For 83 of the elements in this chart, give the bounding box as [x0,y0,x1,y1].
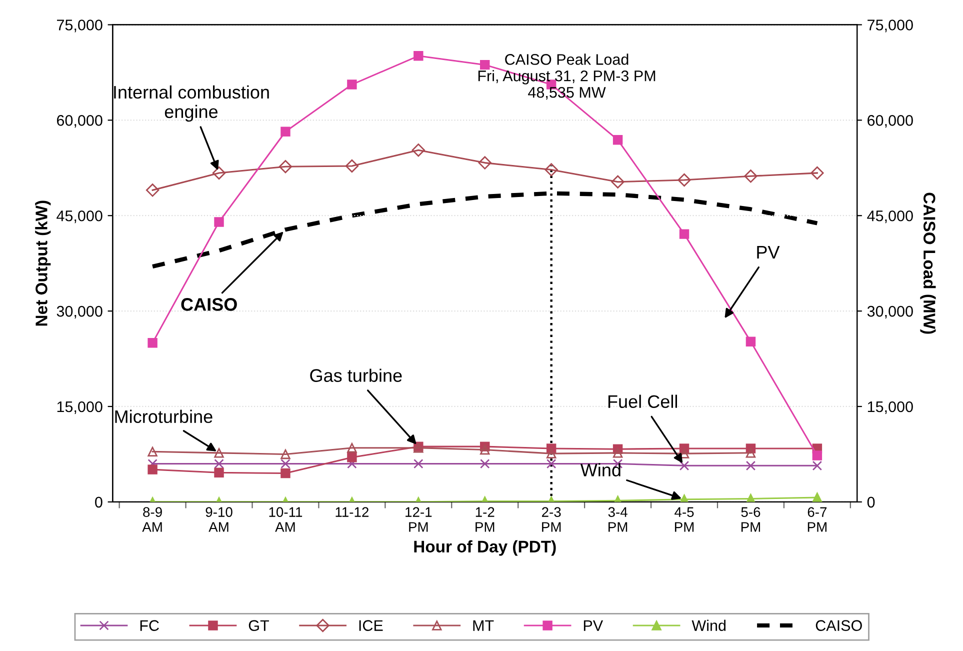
point [214,458,224,469]
y-tick-label: 15,000 [57,401,102,414]
point [746,460,756,471]
point [347,80,357,90]
point [412,143,425,157]
point [612,135,623,145]
y2-tick-label: 15,000 [868,401,913,414]
legend-label: ICE [359,620,383,631]
point [679,229,690,239]
point [678,173,691,187]
point [148,446,158,457]
annotation: CAISO [181,298,237,311]
y2-axis-title: CAISO Load (MW) [920,192,936,334]
y2-tick-label: 0 [867,496,875,508]
point [812,492,822,502]
point [612,448,623,458]
x-tick-label: 3-4 PM [608,507,628,532]
legend-label: Wind [692,620,726,631]
legend-label: GT [248,620,269,631]
y2-tick-label: 60,000 [868,115,913,128]
x-tick-label: 11-12 [336,507,368,517]
x-tick-label: 10-11 AM [269,507,302,532]
x-axis-title: Hour of Day (PDT) [414,540,556,556]
annotation: PV [757,246,780,258]
x-tick-label: 6-7 PM [808,507,827,532]
legend-label: MT [473,620,494,631]
y-tick-label: 30,000 [56,306,102,319]
point [746,336,756,346]
annotation: Wind [580,463,620,476]
point [480,458,490,469]
point [214,468,224,478]
point [544,163,558,176]
point [546,458,556,469]
legend-label: FC [140,620,159,631]
y-tick-label: 45,000 [56,210,102,224]
point [278,160,292,174]
point [146,184,160,197]
y-tick-label: 60,000 [57,115,102,128]
line-series [150,191,820,269]
x-tick-label: 9-10 AM [206,507,232,532]
point [214,217,224,227]
point [280,449,290,460]
point [744,170,758,183]
x-tick-label: 1-2 PM [476,507,494,532]
point [478,156,492,170]
point [347,452,357,462]
y-axis-title: Net Output (kW) [35,200,51,326]
x-tick-label: 2-3 PM [542,507,561,532]
x-tick-label: 12-1 PM [406,507,432,532]
point [347,442,357,453]
point [212,166,226,180]
point [679,460,690,471]
point [480,60,490,70]
point [546,448,556,458]
y2-tick-label: 75,000 [868,20,913,32]
point [345,159,359,173]
annotation: Microturbine [115,410,212,424]
point [280,126,290,136]
point [812,460,822,471]
point [414,51,424,61]
point [414,458,424,469]
x-tick-label: 4-5 PM [674,507,694,532]
x-tick-label: 5-6 PM [741,507,760,532]
point [148,464,158,474]
y-tick-label: 0 [95,496,102,508]
y-tick-label: 75,000 [57,20,102,32]
legend-label: PV [584,620,604,631]
point [148,338,158,348]
annotation: Internal combustion engine [114,85,269,122]
point [810,166,824,180]
annotation: Gas turbine [310,368,402,382]
point [812,450,822,460]
point [214,448,224,458]
point [280,458,290,469]
annotation: Fuel Cell [608,394,678,408]
point [611,175,624,188]
point [280,468,290,478]
y2-tick-label: 30,000 [867,306,913,319]
legend-label: CAISO [816,620,862,631]
point [480,444,490,455]
x-tick-label: 8-9 AM [142,507,162,532]
point [746,448,756,458]
y2-tick-label: 45,000 [867,210,913,224]
